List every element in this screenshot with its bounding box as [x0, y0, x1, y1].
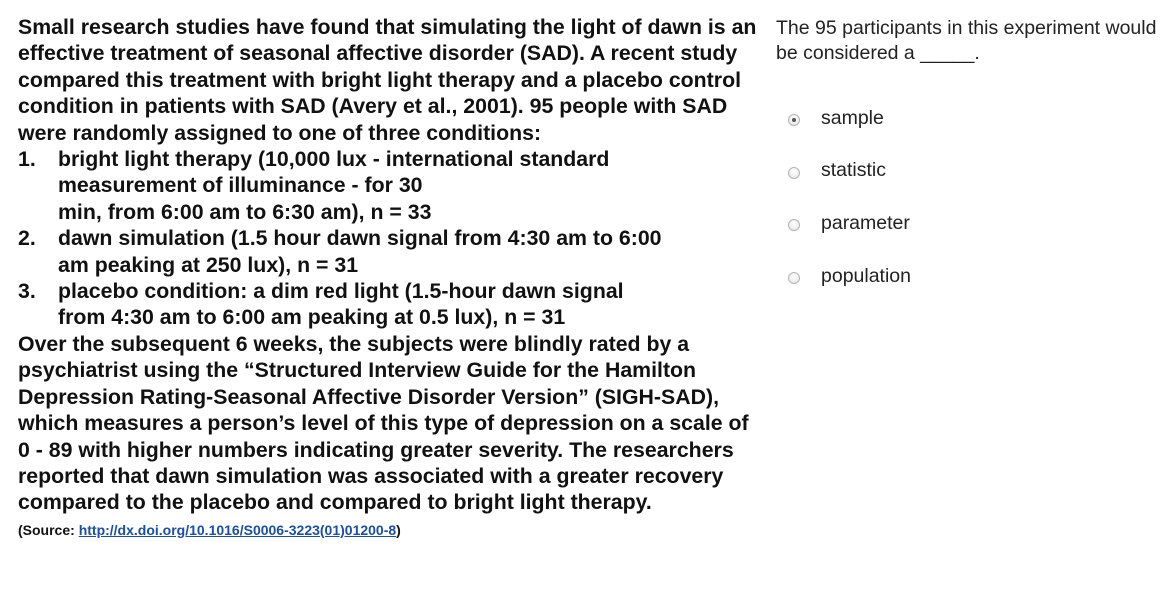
source-suffix: )	[396, 521, 401, 538]
conditions-list: 1. bright light therapy (10,000 lux - in…	[18, 146, 758, 331]
passage-intro: Small research studies have found that s…	[18, 15, 757, 145]
option-population[interactable]: population	[788, 250, 1148, 303]
radio-button[interactable]	[788, 219, 800, 232]
condition-number: 1.	[18, 147, 36, 172]
option-label: parameter	[821, 211, 910, 234]
option-label: statistic	[821, 159, 887, 182]
condition-line: dawn simulation (1.5 hour dawn signal fr…	[58, 226, 662, 251]
condition-item: 2. dawn simulation (1.5 hour dawn signal…	[18, 225, 758, 278]
source-link[interactable]: http://dx.doi.org/10.1016/S0006-3223(01)…	[78, 521, 397, 538]
condition-line: from 4:30 am to 6:00 am peaking at 0.5 l…	[58, 305, 566, 330]
condition-line: placebo condition: a dim red light (1.5-…	[58, 279, 624, 304]
condition-line: min, from 6:00 am to 6:30 am), n = 33	[58, 199, 432, 224]
condition-item: 3. placebo condition: a dim red light (1…	[18, 278, 758, 331]
question-panel: The 95 participants in this experiment w…	[776, 16, 1166, 66]
option-parameter[interactable]: parameter	[788, 197, 1148, 250]
passage-conclusion: Over the subsequent 6 weeks, the subject…	[18, 331, 749, 515]
condition-line: bright light therapy (10,000 lux - inter…	[58, 147, 610, 172]
question-text: The 95 participants in this experiment w…	[776, 17, 1157, 64]
condition-number: 2.	[18, 226, 36, 251]
condition-item: 1. bright light therapy (10,000 lux - in…	[18, 146, 758, 225]
answer-options: sample statistic parameter population	[788, 92, 1148, 302]
condition-line: measurement of illuminance - for 30	[58, 173, 423, 198]
option-label: sample	[821, 106, 884, 129]
source-citation: (Source: http://dx.doi.org/10.1016/S0006…	[18, 519, 758, 541]
radio-button[interactable]	[788, 272, 800, 285]
option-sample[interactable]: sample	[788, 92, 1148, 145]
radio-button[interactable]	[788, 114, 800, 127]
option-label: population	[821, 264, 911, 287]
radio-button[interactable]	[788, 166, 800, 179]
condition-line: am peaking at 250 lux), n = 31	[58, 252, 359, 277]
source-prefix: (Source:	[18, 521, 75, 538]
condition-number: 3.	[18, 279, 36, 304]
option-statistic[interactable]: statistic	[788, 145, 1148, 198]
study-passage: Small research studies have found that s…	[18, 14, 758, 541]
